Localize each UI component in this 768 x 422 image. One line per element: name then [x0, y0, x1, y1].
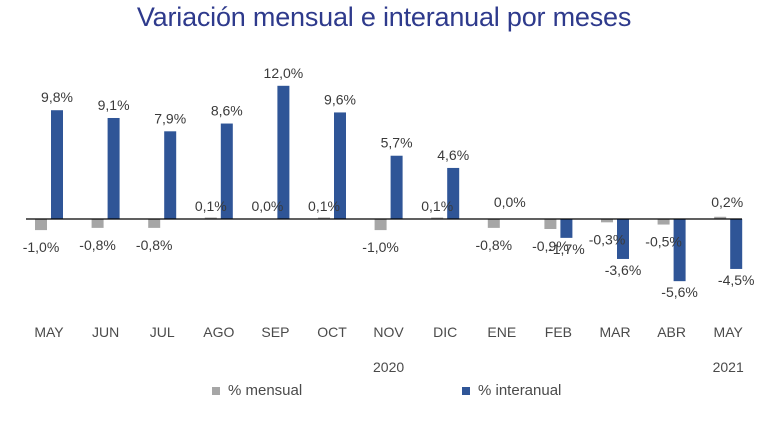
legend-interanual-swatch: [462, 386, 470, 395]
label-mensual: 0,1%: [195, 198, 227, 214]
x-tick-label: AGO: [203, 324, 234, 340]
legend-mensual-swatch: [212, 386, 220, 395]
bar-interanual: [390, 155, 403, 219]
label-interanual: 0,0%: [494, 194, 526, 210]
bar-mensual: [148, 219, 161, 228]
bar-interanual: [51, 110, 63, 219]
label-mensual: 0,0%: [251, 198, 283, 214]
labels-layer: 9,8% -1,0% 9,1% -0,8% 7,9% -0,8% 8,6% 0,1% 12,0%…: [23, 65, 755, 300]
label-mensual: 0,1%: [421, 198, 453, 214]
label-interanual: 8,6%: [211, 103, 243, 119]
label-mensual: 0,2%: [711, 194, 743, 210]
x-tick-label: DIC: [433, 324, 457, 340]
label-mensual: -0,8%: [79, 237, 116, 253]
label-mensual: -1,0%: [23, 239, 60, 255]
label-interanual: 12,0%: [264, 65, 304, 81]
chart-title: Variación mensual e interanual por meses: [136, 2, 632, 32]
bar-mensual: [204, 217, 217, 219]
x-tick-label: ENE: [487, 324, 516, 340]
bar-mensual: [601, 219, 613, 223]
bar-interanual: [673, 219, 686, 282]
bar-interanual: [617, 219, 629, 259]
bar-mensual: [544, 219, 557, 229]
x-tick-label: JUN: [92, 324, 119, 340]
label-mensual: -1,0%: [362, 239, 399, 255]
bar-interanual: [560, 219, 573, 238]
year-label: 2021: [713, 359, 744, 375]
label-interanual: 9,1%: [98, 97, 130, 113]
legend-mensual: % mensual: [212, 382, 302, 399]
x-tick-label: MAR: [599, 324, 630, 340]
label-interanual: 9,6%: [324, 91, 356, 107]
bar-interanual: [447, 167, 460, 219]
bar-interanual: [730, 219, 743, 269]
x-tick-label: MAY: [34, 324, 64, 340]
year-label: 2020: [373, 359, 404, 375]
bars-layer: [35, 85, 743, 282]
label-mensual: -0,8%: [136, 237, 173, 253]
label-interanual: 7,9%: [154, 110, 186, 126]
legend-interanual: % interanual: [462, 382, 561, 399]
x-tick-label: FEB: [545, 324, 572, 340]
label-interanual: 5,7%: [381, 135, 413, 151]
label-interanual: 4,6%: [437, 147, 469, 163]
label-interanual: 9,8%: [41, 89, 73, 105]
label-interanual: -3,6%: [605, 262, 642, 278]
label-interanual: -4,5%: [718, 272, 755, 288]
legend-interanual-label: % interanual: [478, 382, 562, 399]
bar-mensual: [487, 219, 500, 228]
bar-mensual: [35, 219, 47, 231]
bar-interanual: [334, 112, 346, 219]
x-tick-label: JUL: [150, 324, 175, 340]
bar-mensual: [714, 216, 727, 219]
label-mensual: -0,5%: [645, 234, 682, 250]
label-mensual: -0,9%: [532, 238, 569, 254]
x-tick-label: NOV: [373, 324, 404, 340]
x-tick-label: OCT: [317, 324, 347, 340]
x-tick-label: ABR: [657, 324, 686, 340]
bar-interanual: [277, 85, 290, 219]
bar-interanual: [164, 131, 177, 219]
label-interanual: -5,6%: [661, 284, 698, 300]
label-mensual: 0,1%: [308, 198, 340, 214]
bar-mensual: [91, 219, 104, 228]
bar-mensual: [657, 219, 670, 225]
label-mensual: -0,8%: [476, 237, 513, 253]
legend-mensual-label: % mensual: [228, 382, 303, 399]
bar-mensual: [374, 219, 387, 231]
bar-interanual: [107, 117, 120, 219]
bar-mensual: [431, 217, 444, 219]
label-interanual: -1,7%: [548, 241, 585, 257]
x-tick-label: SEP: [261, 324, 289, 340]
bar-mensual: [318, 217, 330, 219]
bar-interanual: [220, 123, 233, 219]
label-mensual: -0,3%: [589, 231, 626, 247]
ticks-layer: MAY JUN JUL AGO SEP OCT NOV DIC ENE FEB MAR ABR MAY 2…: [34, 324, 744, 375]
x-tick-label: MAY: [714, 324, 744, 340]
